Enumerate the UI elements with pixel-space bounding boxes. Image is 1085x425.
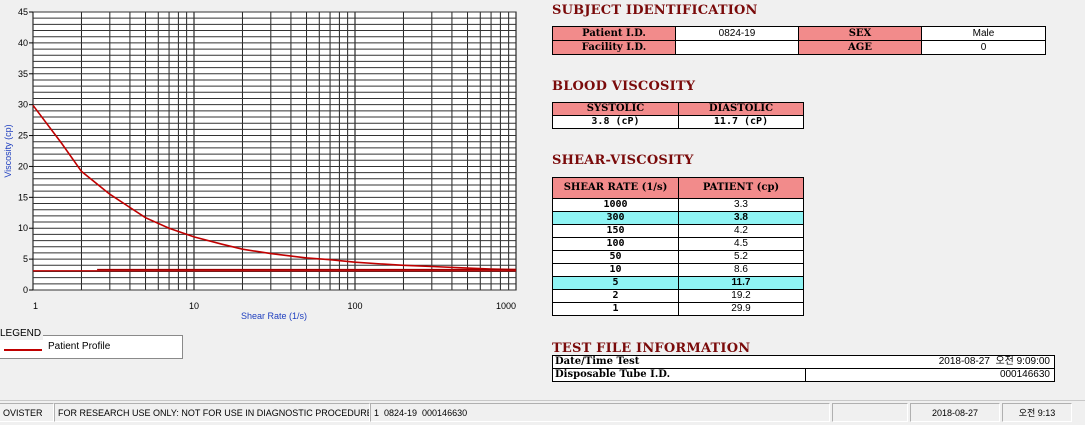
shear-viscosity-row: 300 3.8 (552, 211, 804, 225)
facility-id-label: Facility I.D. (552, 40, 676, 55)
tube-id-label: Disposable Tube I.D. (552, 368, 806, 382)
datetime-value: 2018-08-27 오전 9:09:00 (805, 355, 1055, 369)
status-empty-cell (832, 403, 908, 422)
x-tick-label: 100 (347, 301, 362, 311)
status-date: 2018-08-27 (910, 403, 1000, 422)
x-axis-title: Shear Rate (1/s) (241, 311, 307, 321)
age-label: AGE (798, 40, 922, 55)
shear-rate-cell: 5 (552, 276, 679, 290)
status-app-name: OVISTER (0, 403, 54, 422)
y-tick-label: 15 (18, 192, 28, 202)
viscosity-chart: 0 5 10 15 20 25 30 35 40 45 1 10 100 1000 Shear Rate … (0, 0, 545, 322)
x-tick-label: 1 (33, 301, 38, 311)
datetime-label: Date/Time Test (552, 355, 805, 369)
y-tick-label: 45 (18, 7, 28, 17)
shear-rate-cell: 100 (552, 237, 679, 251)
shear-viscosity-row: 100 4.5 (552, 237, 804, 251)
diastolic-label: DIASTOLIC (678, 102, 804, 116)
y-tick-label: 5 (23, 254, 28, 264)
y-tick-label: 30 (18, 100, 28, 110)
y-tick-label: 35 (18, 69, 28, 79)
shear-viscosity-row: 1000 3.3 (552, 198, 804, 212)
patient-id-label: Patient I.D. (552, 26, 676, 41)
y-tick-label: 0 (23, 285, 28, 295)
patient-viscosity-cell: 8.6 (678, 263, 804, 277)
sex-label: SEX (798, 26, 922, 41)
x-tick-label: 10 (189, 301, 199, 311)
status-research-notice: FOR RESEARCH USE ONLY: NOT FOR USE IN DI… (54, 403, 370, 422)
shear-rate-cell: 1 (552, 302, 679, 316)
shear-rate-column-header: SHEAR RATE (1/s) (552, 177, 679, 199)
patient-viscosity-cell: 19.2 (678, 289, 804, 303)
status-time: 오전 9:13 (1002, 403, 1072, 422)
shear-rate-cell: 50 (552, 250, 679, 264)
legend-swatch (4, 349, 42, 351)
shear-viscosity-table: SHEAR RATE (1/s) PATIENT (cp) 1000 3.3 300… (552, 177, 804, 316)
test-file-information-title: TEST FILE INFORMATION (552, 341, 751, 356)
blood-viscosity-title: BLOOD VISCOSITY (552, 79, 696, 94)
patient-viscosity-cell: 11.7 (678, 276, 804, 290)
subject-identification-title: SUBJECT IDENTIFICATION (552, 3, 758, 18)
legend-title: LEGEND (0, 328, 44, 340)
patient-column-header: PATIENT (cp) (678, 177, 804, 199)
shear-rate-cell: 150 (552, 224, 679, 238)
shear-viscosity-row: 10 8.6 (552, 263, 804, 277)
y-tick-label: 10 (18, 223, 28, 233)
patient-profile-line (32, 104, 517, 271)
shear-rate-cell: 1000 (552, 198, 679, 212)
shear-rate-cell: 10 (552, 263, 679, 277)
patient-viscosity-cell: 3.8 (678, 211, 804, 225)
subject-table: Patient I.D. 0824-19 SEX Male Facility I… (552, 26, 1046, 55)
sex-value: Male (921, 26, 1046, 41)
status-bar: OVISTER FOR RESEARCH USE ONLY: NOT FOR U… (0, 400, 1085, 425)
systolic-value: 3.8 (cP) (552, 115, 679, 129)
patient-viscosity-cell: 5.2 (678, 250, 804, 264)
test-file-table: Date/Time Test 2018-08-27 오전 9:09:00 Dis… (552, 355, 1055, 382)
shear-viscosity-row: 150 4.2 (552, 224, 804, 238)
patient-viscosity-cell: 29.9 (678, 302, 804, 316)
shear-viscosity-row: 5 11.7 (552, 276, 804, 290)
status-record-info: 1 0824-19 000146630 (370, 403, 830, 422)
y-axis-title: Viscosity (cp) (3, 124, 13, 177)
y-tick-label: 40 (18, 38, 28, 48)
shear-viscosity-row: 1 29.9 (552, 302, 804, 316)
systolic-label: SYSTOLIC (552, 102, 679, 116)
patient-viscosity-cell: 4.5 (678, 237, 804, 251)
shear-viscosity-title: SHEAR-VISCOSITY (552, 153, 694, 168)
x-tick-label: 1000 (496, 301, 516, 311)
patient-viscosity-cell: 3.3 (678, 198, 804, 212)
legend-item-label: Patient Profile (48, 341, 111, 352)
facility-id-value (675, 40, 799, 55)
y-tick-label: 20 (18, 161, 28, 171)
viscosity-chart-panel: 0 5 10 15 20 25 30 35 40 45 1 10 100 1000 Shear Rate … (0, 0, 545, 322)
shear-rate-cell: 2 (552, 289, 679, 303)
y-tick-label: 25 (18, 131, 28, 141)
shear-rate-cell: 300 (552, 211, 679, 225)
diastolic-value: 11.7 (cP) (678, 115, 804, 129)
age-value: 0 (921, 40, 1046, 55)
shear-viscosity-row: 2 19.2 (552, 289, 804, 303)
blood-viscosity-table: SYSTOLIC DIASTOLIC 3.8 (cP) 11.7 (cP) (552, 102, 804, 129)
patient-id-value: 0824-19 (675, 26, 799, 41)
tube-id-value: 000146630 (804, 368, 1055, 382)
shear-viscosity-row: 50 5.2 (552, 250, 804, 264)
patient-viscosity-cell: 4.2 (678, 224, 804, 238)
